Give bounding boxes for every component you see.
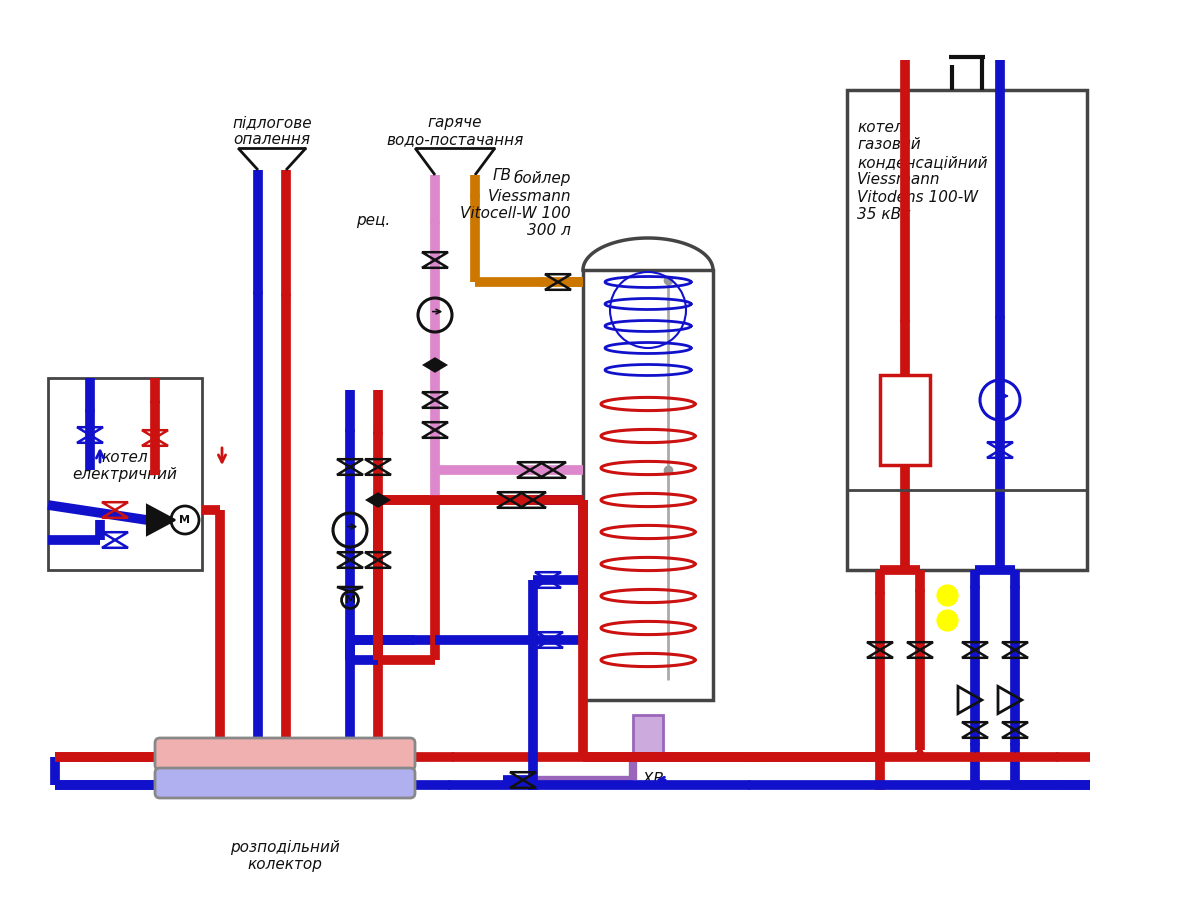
Text: M: M	[344, 595, 355, 605]
Polygon shape	[148, 505, 175, 535]
Polygon shape	[424, 358, 446, 371]
Text: рец.: рец.	[355, 212, 390, 228]
Text: ХВ: ХВ	[638, 773, 664, 788]
FancyBboxPatch shape	[155, 738, 415, 770]
Text: ГВ: ГВ	[493, 167, 512, 183]
Text: розподільний
колектор: розподільний колектор	[230, 840, 340, 872]
Text: M: M	[180, 515, 191, 525]
Bar	[880, 375, 930, 465]
Bar	[48, 378, 202, 570]
Polygon shape	[367, 494, 389, 506]
Bar	[634, 715, 662, 755]
Text: котел
газовий
конденсаційний
Viessmann
Vitodens 100-W
35 кВт: котел газовий конденсаційний Viessmann V…	[857, 120, 988, 222]
Text: бойлер
Viessmann
Vitocell-W 100
300 л: бойлер Viessmann Vitocell-W 100 300 л	[461, 170, 571, 238]
Text: котел
електричний: котел електричний	[72, 449, 178, 482]
Text: гаряче
водо-постачання: гаряче водо-постачання	[386, 115, 523, 147]
FancyBboxPatch shape	[155, 768, 415, 798]
Text: підлогове
опалення: підлогове опалення	[232, 115, 312, 147]
Bar	[847, 90, 1087, 570]
Bar	[583, 270, 713, 700]
